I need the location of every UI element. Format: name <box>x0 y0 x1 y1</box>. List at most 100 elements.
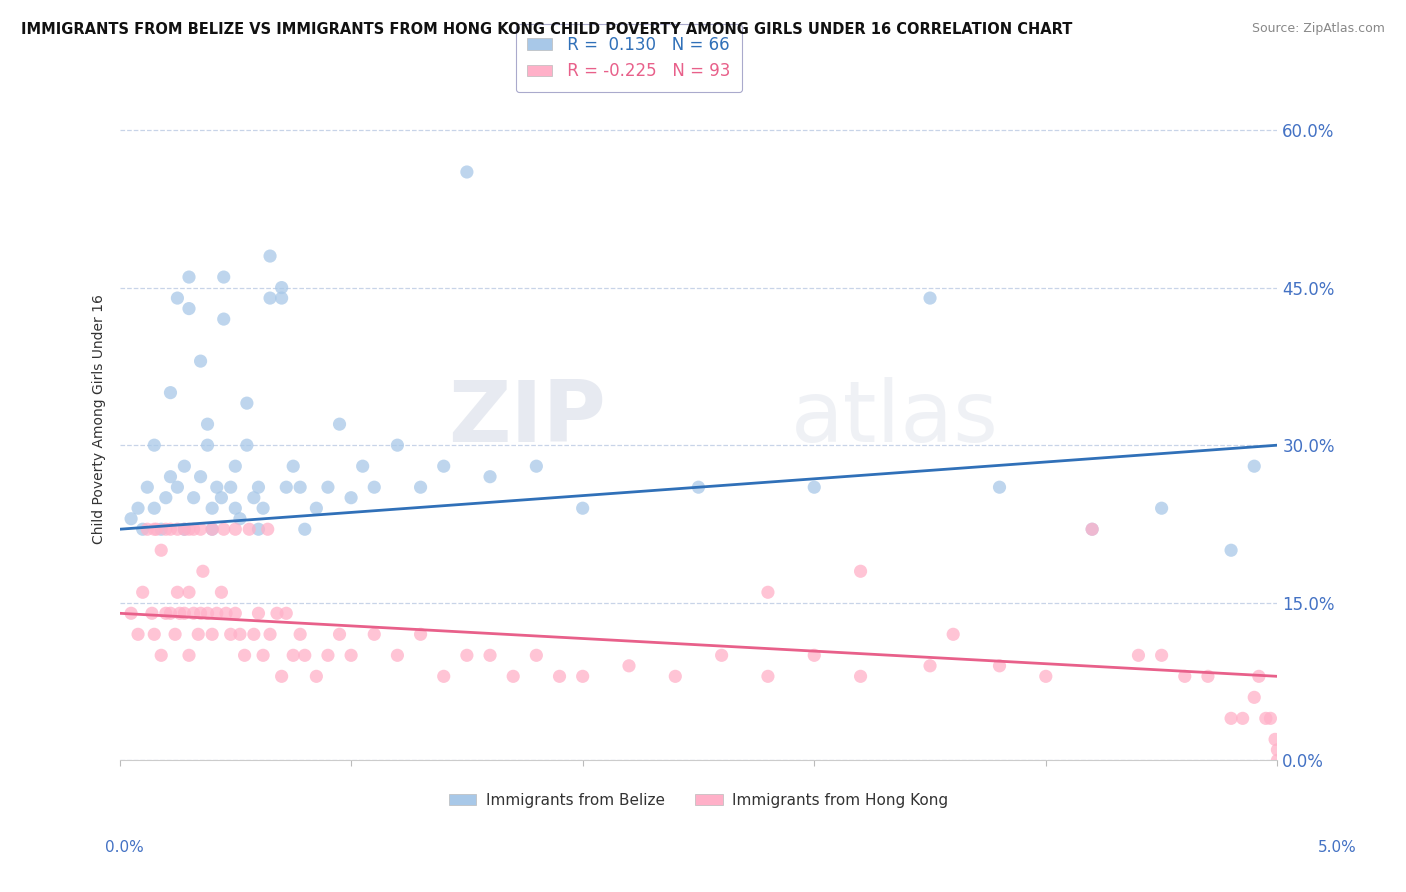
Point <box>340 648 363 663</box>
Point <box>229 512 252 526</box>
Point <box>177 648 200 663</box>
Point <box>688 480 710 494</box>
Point <box>190 354 212 368</box>
Point <box>1220 543 1243 558</box>
Point <box>664 669 686 683</box>
Point <box>166 522 188 536</box>
Point <box>409 480 432 494</box>
Point <box>571 501 593 516</box>
Point <box>201 501 224 516</box>
Point <box>524 459 547 474</box>
Point <box>363 480 385 494</box>
Point <box>1247 669 1270 683</box>
Point <box>252 501 274 516</box>
Point <box>197 417 219 432</box>
Point <box>201 522 224 536</box>
Point <box>1267 743 1289 757</box>
Point <box>1260 711 1282 725</box>
Point <box>387 438 409 452</box>
Point <box>288 480 311 494</box>
Point <box>288 627 311 641</box>
Point <box>141 607 163 621</box>
Point <box>988 480 1011 494</box>
Point <box>340 491 363 505</box>
Point <box>155 607 177 621</box>
Point <box>224 459 246 474</box>
Point <box>1232 711 1254 725</box>
Point <box>143 627 166 641</box>
Point <box>212 270 235 285</box>
Point <box>233 648 256 663</box>
Point <box>502 669 524 683</box>
Point <box>259 249 281 263</box>
Text: IMMIGRANTS FROM BELIZE VS IMMIGRANTS FROM HONG KONG CHILD POVERTY AMONG GIRLS UN: IMMIGRANTS FROM BELIZE VS IMMIGRANTS FRO… <box>21 22 1073 37</box>
Y-axis label: Child Poverty Among Girls Under 16: Child Poverty Among Girls Under 16 <box>93 294 107 544</box>
Point <box>479 648 502 663</box>
Point <box>150 648 173 663</box>
Point <box>238 522 260 536</box>
Point <box>187 627 209 641</box>
Point <box>236 396 259 410</box>
Point <box>1150 501 1173 516</box>
Point <box>201 627 224 641</box>
Point <box>150 543 173 558</box>
Point <box>190 469 212 483</box>
Point <box>212 312 235 326</box>
Point <box>243 627 266 641</box>
Text: 0.0%: 0.0% <box>105 840 145 855</box>
Point <box>259 291 281 305</box>
Point <box>305 501 328 516</box>
Point <box>1197 669 1219 683</box>
Point <box>283 459 305 474</box>
Point <box>143 522 166 536</box>
Point <box>524 648 547 663</box>
Point <box>270 280 292 294</box>
Point <box>1128 648 1150 663</box>
Point <box>236 438 259 452</box>
Point <box>1243 459 1265 474</box>
Point <box>212 522 235 536</box>
Point <box>219 627 242 641</box>
Point <box>201 522 224 536</box>
Point <box>479 469 502 483</box>
Point <box>190 522 212 536</box>
Point <box>988 658 1011 673</box>
Point <box>433 459 456 474</box>
Point <box>294 648 316 663</box>
Point <box>143 501 166 516</box>
Point <box>197 438 219 452</box>
Point <box>276 607 298 621</box>
Point <box>183 522 205 536</box>
Point <box>1035 669 1057 683</box>
Legend: Immigrants from Belize, Immigrants from Hong Kong: Immigrants from Belize, Immigrants from … <box>443 787 955 814</box>
Point <box>173 459 195 474</box>
Point <box>803 480 825 494</box>
Point <box>756 669 779 683</box>
Point <box>159 522 181 536</box>
Point <box>247 607 270 621</box>
Point <box>229 627 252 641</box>
Point <box>177 301 200 316</box>
Point <box>166 480 188 494</box>
Point <box>197 607 219 621</box>
Point <box>294 522 316 536</box>
Point <box>127 501 149 516</box>
Point <box>183 491 205 505</box>
Point <box>131 585 153 599</box>
Point <box>209 491 232 505</box>
Point <box>849 564 872 578</box>
Point <box>243 491 266 505</box>
Point <box>166 585 188 599</box>
Text: 5.0%: 5.0% <box>1317 840 1357 855</box>
Point <box>215 607 238 621</box>
Point <box>803 648 825 663</box>
Point <box>433 669 456 683</box>
Text: atlas: atlas <box>792 377 1000 460</box>
Point <box>224 522 246 536</box>
Point <box>150 522 173 536</box>
Point <box>283 648 305 663</box>
Point <box>155 491 177 505</box>
Point <box>270 669 292 683</box>
Point <box>190 607 212 621</box>
Point <box>918 658 941 673</box>
